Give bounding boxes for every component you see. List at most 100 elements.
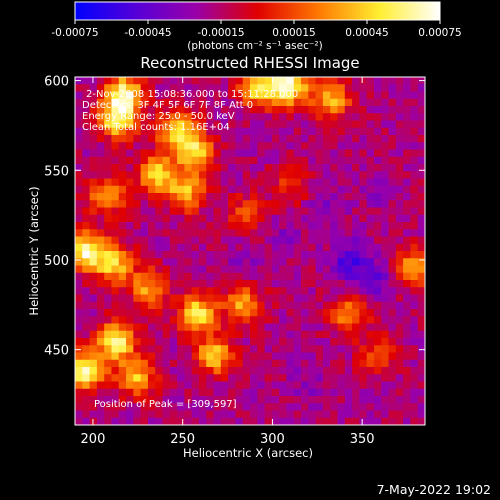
heatmap-cell <box>337 280 346 288</box>
heatmap-cell <box>104 251 113 259</box>
heatmap-cell <box>257 171 266 180</box>
heatmap-cell <box>191 417 200 425</box>
heatmap-cell <box>96 301 105 310</box>
heatmap-cell <box>417 388 425 397</box>
heatmap-cell <box>82 84 91 93</box>
heatmap-cell <box>410 193 419 201</box>
heatmap-cell <box>373 316 382 325</box>
heatmap-cell <box>111 120 120 129</box>
heatmap-cell <box>395 345 404 354</box>
heatmap-cell <box>410 280 419 288</box>
heatmap-cell <box>169 309 178 317</box>
heatmap-cell <box>155 142 164 151</box>
heatmap-cell <box>89 193 98 201</box>
heatmap-cell <box>126 301 134 310</box>
heatmap-cell <box>104 91 113 100</box>
heatmap-cell <box>366 243 375 252</box>
heatmap-cell <box>82 127 91 136</box>
heatmap-cell <box>417 142 425 151</box>
heatmap-cell <box>198 185 207 194</box>
heatmap-cell <box>293 142 302 151</box>
heatmap-cell <box>257 91 266 100</box>
heatmap-cell <box>359 287 368 296</box>
heatmap-cell <box>279 258 288 267</box>
heatmap-cell <box>308 345 317 354</box>
heatmap-cell <box>352 323 360 332</box>
heatmap-cell <box>271 222 280 230</box>
heatmap-cell <box>82 77 91 85</box>
heatmap-cell <box>250 287 258 296</box>
heatmap-cell <box>301 258 309 267</box>
heatmap-cell <box>235 113 244 122</box>
heatmap-cell <box>213 98 222 107</box>
heatmap-cell <box>235 309 244 317</box>
heatmap-cell <box>104 381 113 390</box>
heatmap-cell <box>118 84 127 93</box>
heatmap-cell <box>286 367 295 375</box>
heatmap-cell <box>359 309 368 317</box>
heatmap-cell <box>293 388 302 397</box>
heatmap-cell <box>366 193 375 201</box>
heatmap-cell <box>133 251 142 259</box>
heatmap-cell <box>330 142 339 151</box>
heatmap-cell <box>96 359 105 368</box>
heatmap-cell <box>322 330 331 339</box>
heatmap-cell <box>301 309 309 317</box>
heatmap-cell <box>235 287 244 296</box>
heatmap-cell <box>250 120 258 129</box>
heatmap-cell <box>395 127 404 136</box>
heatmap-cell <box>220 185 229 194</box>
heatmap-cell <box>417 193 425 201</box>
heatmap-cell <box>162 243 171 252</box>
heatmap-cell <box>308 229 317 238</box>
heatmap-cell <box>410 294 419 303</box>
heatmap-cell <box>82 200 91 209</box>
heatmap-cell <box>118 120 127 129</box>
heatmap-cell <box>235 120 244 129</box>
heatmap-cell <box>169 272 178 281</box>
heatmap-cell <box>264 280 273 288</box>
heatmap-cell <box>118 323 127 332</box>
heatmap-cell <box>271 193 280 201</box>
heatmap-cell <box>337 330 346 339</box>
heatmap-cell <box>301 236 309 245</box>
heatmap-cell <box>96 193 105 201</box>
heatmap-cell <box>82 352 91 361</box>
heatmap-cell <box>191 193 200 201</box>
heatmap-cell <box>352 164 360 172</box>
heatmap-cell <box>344 164 353 172</box>
heatmap-cell <box>359 396 368 404</box>
plot-frame <box>74 76 426 426</box>
heatmap-cell <box>293 127 302 136</box>
heatmap-cell <box>352 236 360 245</box>
heatmap-cell <box>315 367 324 375</box>
heatmap-cell <box>96 149 105 158</box>
heatmap-cell <box>191 236 200 245</box>
heatmap-cell <box>111 258 120 267</box>
heatmap-cell <box>126 106 134 114</box>
heatmap-cell <box>344 258 353 267</box>
heatmap-cell <box>359 243 368 252</box>
heatmap-cell <box>118 272 127 281</box>
heatmap-cell <box>82 178 91 187</box>
heatmap-cell <box>322 120 331 129</box>
heatmap-cell <box>220 193 229 201</box>
heatmap-cell <box>147 301 156 310</box>
heatmap-cell <box>191 222 200 230</box>
annotation-detectors: Detectors: 3F 4F 5F 6F 7F 8F Att 0 <box>82 100 253 111</box>
heatmap-cell <box>410 222 419 230</box>
heatmap-cell <box>279 243 288 252</box>
heatmap-cell <box>417 178 425 187</box>
heatmap-cell <box>366 287 375 296</box>
heatmap-cell <box>286 193 295 201</box>
heatmap-cell <box>213 417 222 425</box>
heatmap-cell <box>96 316 105 325</box>
heatmap-cell <box>155 149 164 158</box>
heatmap-cell <box>410 396 419 404</box>
heatmap-cell <box>206 258 215 267</box>
heatmap-cell <box>242 403 251 412</box>
heatmap-cell <box>191 229 200 238</box>
heatmap-cell <box>330 272 339 281</box>
heatmap-cell <box>118 294 127 303</box>
heatmap-cell <box>301 214 309 223</box>
